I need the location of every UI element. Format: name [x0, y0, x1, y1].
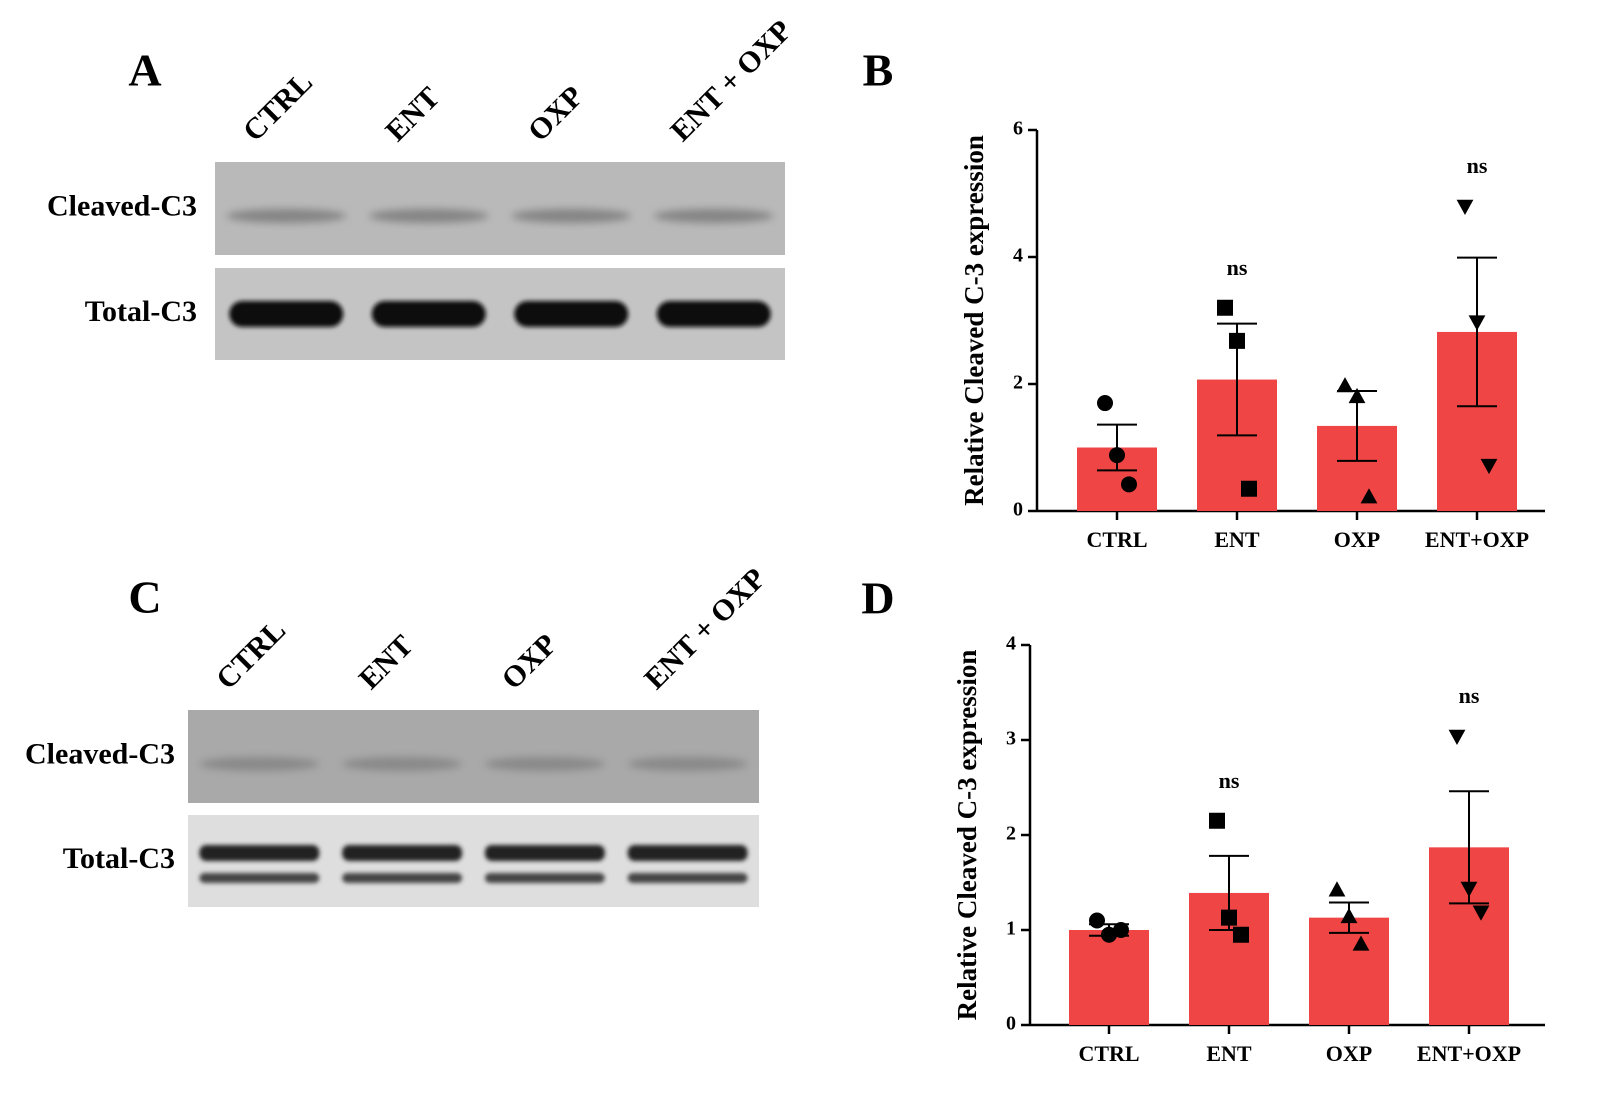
data-point — [1113, 922, 1129, 938]
x-tick-label: ENT+OXP — [1417, 1041, 1521, 1066]
lane-label: OXP — [522, 80, 590, 148]
lane-label: ENT — [353, 629, 420, 696]
data-point — [1241, 480, 1257, 497]
x-tick-label: CTRL — [1086, 527, 1147, 552]
blot-band — [656, 301, 771, 327]
blot-band — [484, 845, 605, 861]
significance-label: ns — [1459, 683, 1480, 708]
x-tick-label: ENT+OXP — [1425, 527, 1529, 552]
panel-letter: D — [861, 573, 894, 624]
data-point — [1472, 905, 1490, 921]
data-point — [1217, 299, 1233, 316]
blot-band — [226, 208, 347, 223]
panel-letter: B — [863, 45, 894, 96]
blot-band — [484, 873, 605, 883]
data-point — [1229, 332, 1245, 349]
data-point — [1121, 476, 1137, 493]
y-tick-label: 2 — [1006, 823, 1016, 845]
lane-label: ENT + OXP — [638, 562, 772, 696]
blot-band — [371, 301, 486, 327]
error-bar — [1457, 256, 1497, 408]
data-point — [1468, 315, 1486, 331]
y-axis-label: Relative Cleaved C-3 expression — [952, 650, 982, 1021]
blot-band — [342, 756, 463, 771]
y-tick-label: 3 — [1006, 728, 1016, 750]
y-tick-label: 4 — [1006, 633, 1016, 655]
blot-band — [627, 845, 748, 861]
x-tick-label: ENT — [1206, 1041, 1252, 1066]
blot-strip — [188, 815, 759, 907]
y-axis-label: Relative Cleaved C-3 expression — [959, 135, 989, 506]
blot-background — [188, 710, 759, 803]
y-tick-label: 2 — [1013, 372, 1023, 394]
x-tick-label: CTRL — [1078, 1041, 1139, 1066]
bar — [1309, 917, 1389, 1025]
data-point — [1109, 447, 1125, 464]
data-point — [1352, 935, 1370, 951]
x-tick-label: ENT — [1214, 527, 1260, 552]
significance-label: ns — [1219, 768, 1240, 793]
y-tick-label: 1 — [1006, 918, 1016, 940]
row-label: Total-C3 — [63, 842, 175, 875]
blot-strip — [215, 268, 785, 360]
row-label: Cleaved-C3 — [25, 737, 175, 770]
blot-band — [199, 756, 320, 771]
blot-strip — [188, 710, 759, 803]
y-tick-label: 0 — [1013, 499, 1023, 521]
x-tick-label: OXP — [1334, 527, 1380, 552]
data-point — [1480, 458, 1498, 475]
data-point — [1233, 926, 1249, 943]
y-tick-label: 4 — [1013, 245, 1023, 267]
lane-label: CTRL — [210, 614, 292, 696]
blot-band — [199, 873, 320, 883]
bar — [1069, 930, 1149, 1025]
data-point — [1336, 377, 1354, 393]
x-tick-label: OXP — [1326, 1041, 1372, 1066]
data-point — [1460, 881, 1478, 897]
data-point — [1221, 909, 1237, 926]
lane-label: CTRL — [237, 66, 319, 148]
data-point — [1101, 926, 1117, 943]
significance-label: ns — [1467, 153, 1488, 178]
blot-band — [484, 756, 605, 771]
blot-band — [368, 208, 489, 223]
blot-band — [514, 301, 629, 327]
data-point — [1209, 812, 1225, 829]
lane-label: OXP — [495, 628, 563, 696]
row-label: Cleaved-C3 — [47, 189, 197, 222]
blot-band — [342, 873, 463, 883]
blot-band — [627, 873, 748, 883]
blot-band — [229, 301, 344, 327]
y-tick-label: 6 — [1013, 118, 1023, 140]
blot-band — [627, 756, 748, 771]
data-point — [1448, 729, 1466, 745]
blot-band — [342, 845, 463, 861]
panel-letter: C — [128, 572, 161, 623]
lane-label: ENT + OXP — [664, 14, 798, 148]
data-point — [1328, 881, 1346, 897]
blot-band — [653, 208, 774, 223]
data-point — [1360, 488, 1378, 504]
blot-band — [199, 845, 320, 861]
y-tick-label: 0 — [1006, 1013, 1016, 1035]
data-point — [1097, 395, 1113, 412]
significance-label: ns — [1227, 255, 1248, 280]
blot-strip — [215, 162, 785, 255]
data-point — [1089, 912, 1105, 929]
lane-label: ENT — [379, 81, 446, 148]
blot-background — [215, 162, 785, 255]
data-point — [1348, 387, 1366, 404]
data-point — [1340, 907, 1358, 924]
panel-letter: A — [128, 45, 161, 96]
blot-band — [511, 208, 632, 223]
data-point — [1456, 199, 1474, 215]
row-label: Total-C3 — [85, 295, 197, 328]
